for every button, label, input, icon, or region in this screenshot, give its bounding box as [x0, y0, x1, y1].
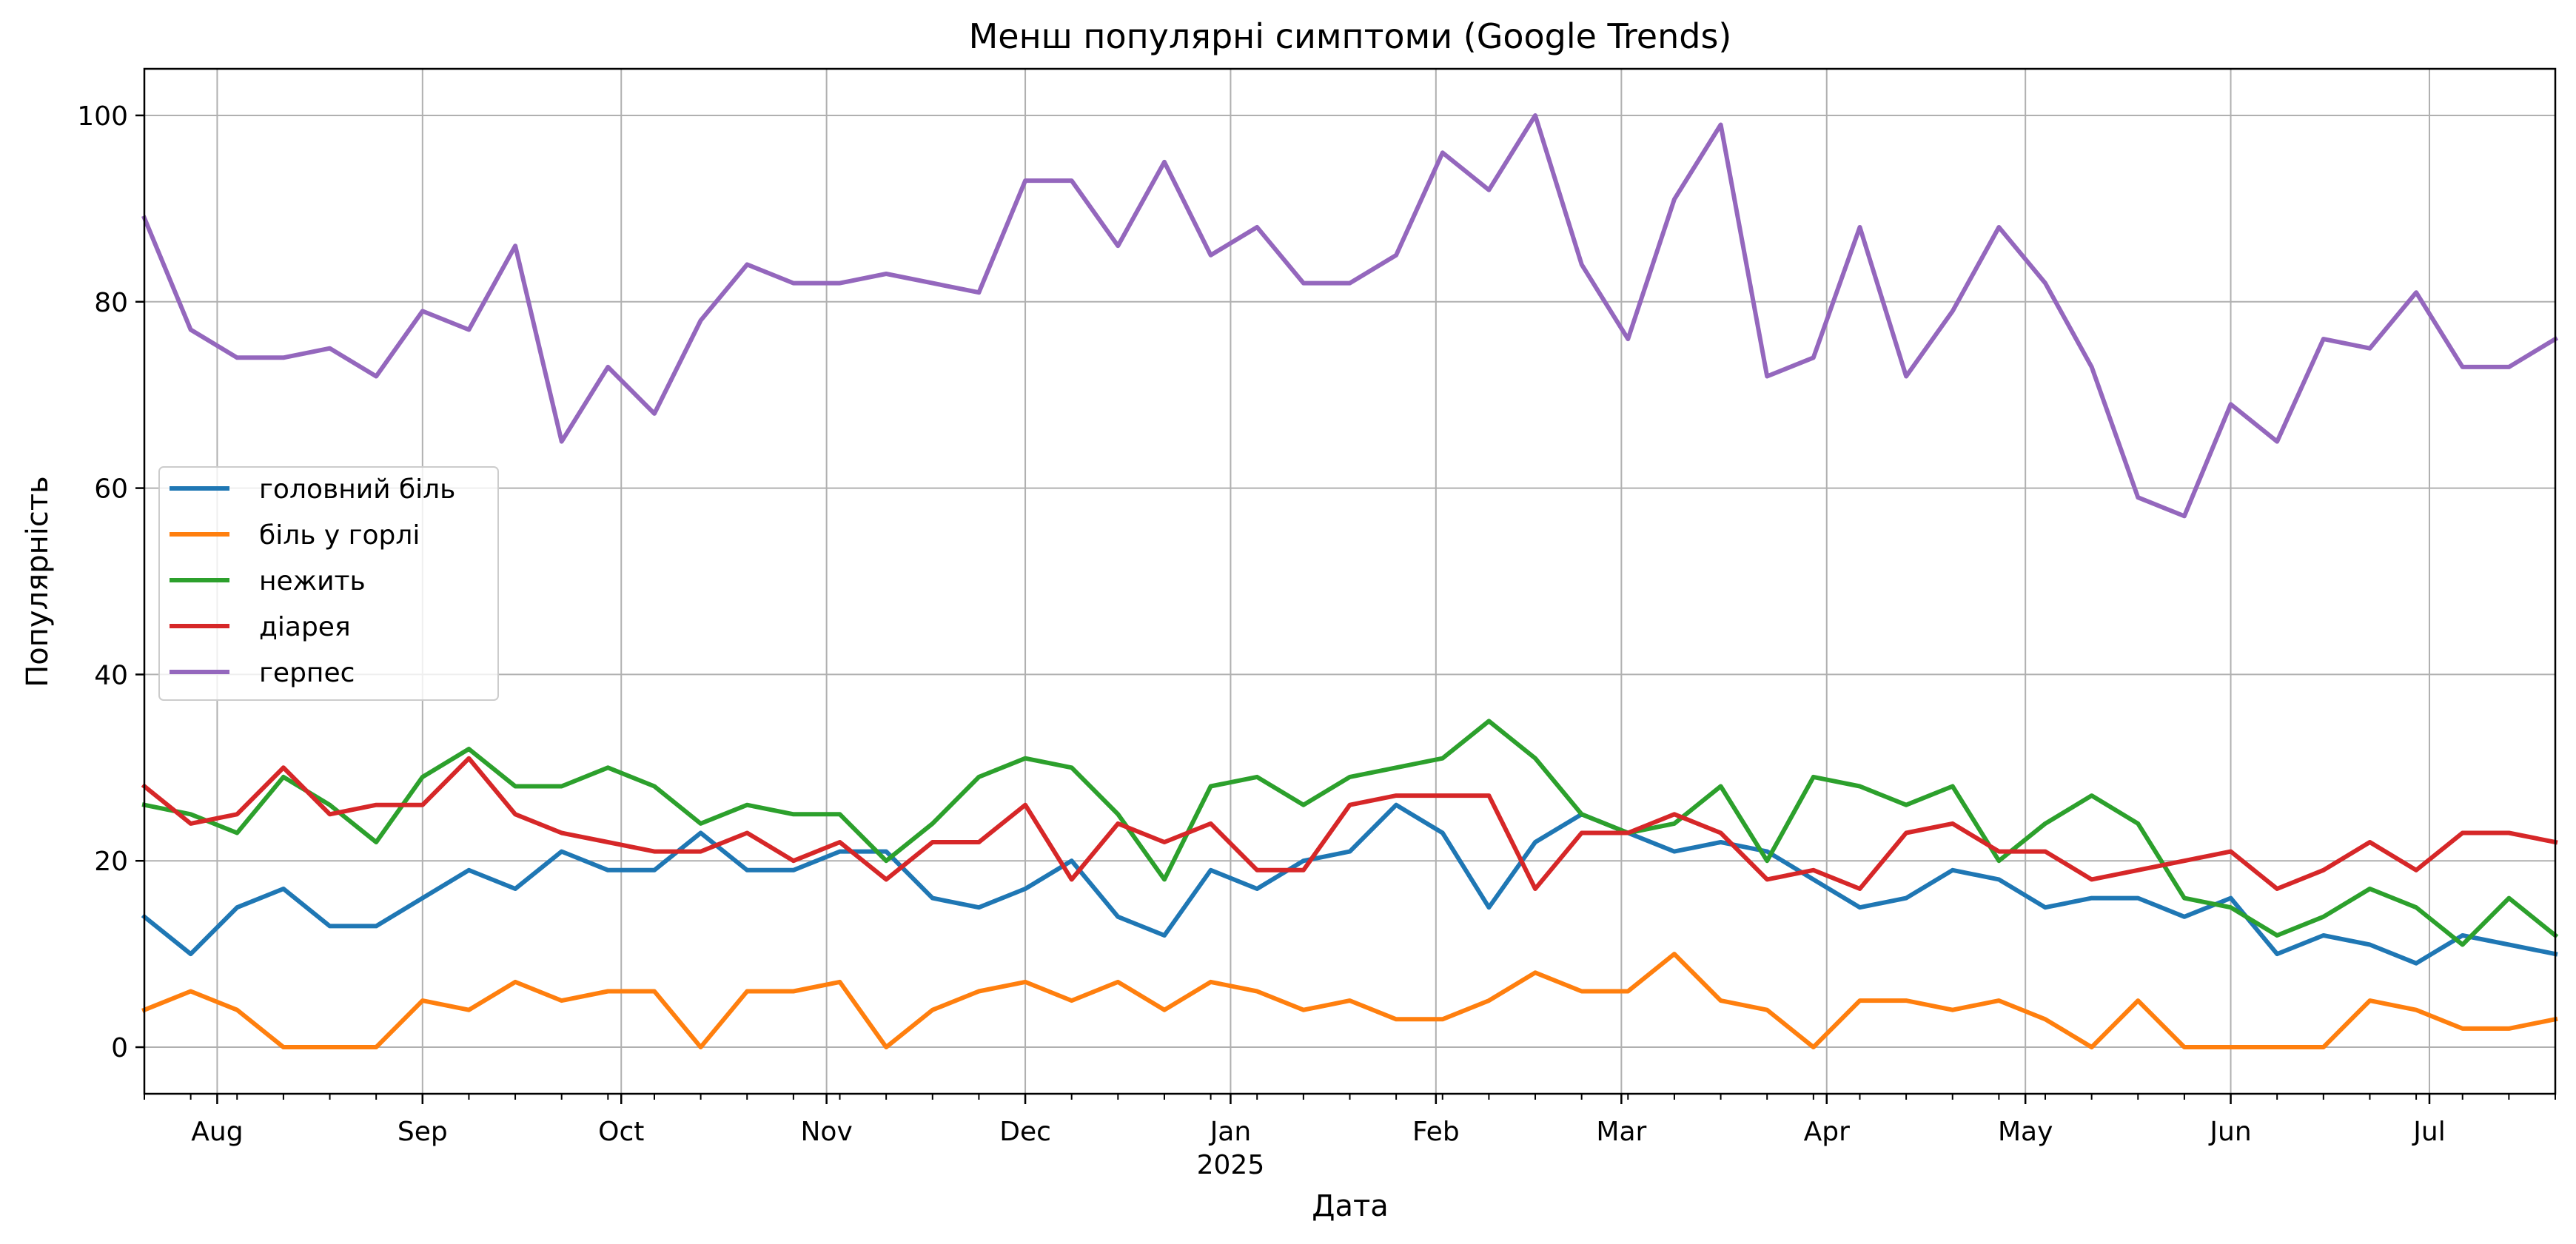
y-tick-label: 60	[94, 474, 128, 505]
y-tick-label: 40	[94, 660, 128, 690]
series-line	[141, 719, 2559, 947]
x-axis-label: Дата	[1312, 1189, 1389, 1223]
legend: головний біль біль у горлі нежить діарея гер…	[158, 466, 499, 701]
legend-label: нежить	[259, 566, 366, 596]
series-line	[141, 113, 2559, 519]
legend-box	[158, 466, 499, 701]
x-tick-label: May	[1998, 1117, 2053, 1147]
y-tick-label: 0	[111, 1033, 128, 1063]
x-tick-label: Nov	[800, 1117, 852, 1147]
x-tick-label: Jan	[1209, 1117, 1252, 1147]
y-tick-label: 80	[94, 288, 128, 318]
series-line	[141, 802, 2558, 966]
y-axis-label: Популярність	[21, 476, 55, 687]
legend-label: герпес	[259, 658, 355, 688]
legend-label: діарея	[259, 612, 351, 642]
grid-lines	[144, 69, 2555, 1094]
x-tick-label: Feb	[1412, 1117, 1460, 1147]
x-tick-label: Jul	[2412, 1117, 2445, 1147]
y-tick-label: 20	[94, 847, 128, 877]
legend-label: біль у горлі	[259, 520, 420, 551]
x-tick-label: Aug	[191, 1117, 243, 1147]
series-line	[141, 952, 2558, 1049]
x-tick-label: Apr	[1804, 1117, 1850, 1147]
x-tick-label: Mar	[1596, 1117, 1646, 1147]
y-tick-label: 100	[77, 101, 128, 132]
y-axis: 0 20 40 60 80 100	[77, 101, 144, 1063]
x-tick-label: Dec	[999, 1117, 1051, 1147]
chart-title: Менш популярні симптоми (Google Trends)	[969, 16, 1732, 56]
series-lines	[141, 113, 2559, 1049]
x-tick-sublabel: 2025	[1197, 1150, 1265, 1180]
x-tick-label: Oct	[598, 1117, 644, 1147]
x-tick-label: Jun	[2208, 1117, 2251, 1147]
legend-label: головний біль	[259, 474, 455, 505]
x-tick-label: Sep	[398, 1117, 448, 1147]
series-line	[141, 756, 2558, 891]
